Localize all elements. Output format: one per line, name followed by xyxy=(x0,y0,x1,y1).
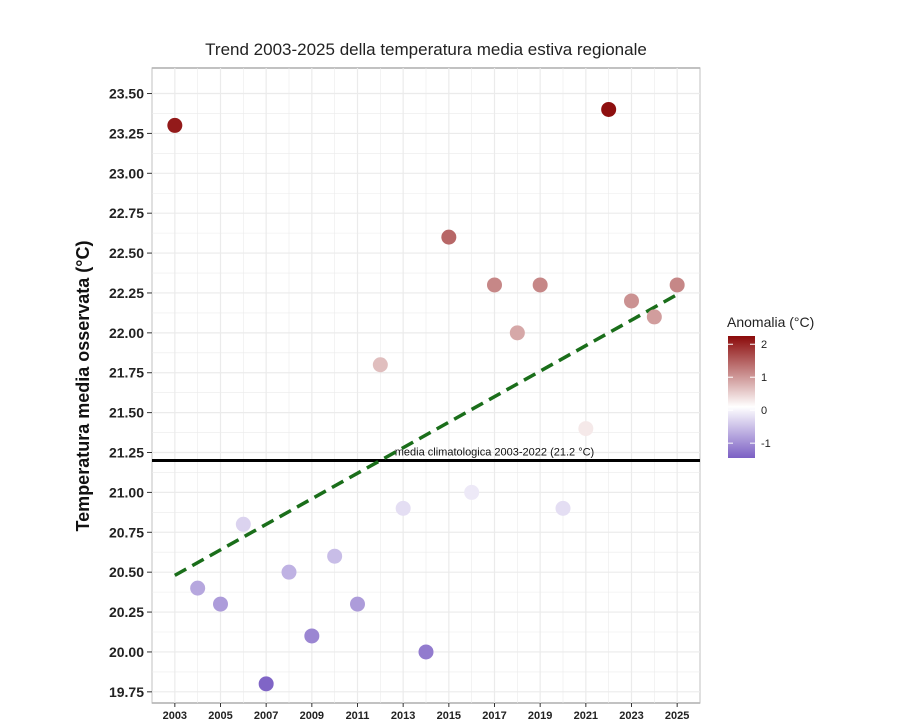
data-point xyxy=(190,580,206,596)
data-point xyxy=(372,357,388,373)
legend-title: Anomalia (°C) xyxy=(727,314,814,330)
data-point xyxy=(213,596,228,612)
y-tick-label: 19.75 xyxy=(109,684,144,700)
y-tick-label: 21.00 xyxy=(109,484,144,500)
data-point xyxy=(532,277,548,293)
y-tick-label: 20.75 xyxy=(109,524,144,540)
y-tick-label: 23.00 xyxy=(109,165,144,181)
y-tick-label: 23.25 xyxy=(109,125,144,141)
x-tick-label: 2017 xyxy=(482,710,506,722)
x-tick-label: 2005 xyxy=(208,710,232,722)
data-point xyxy=(624,293,639,309)
y-tick-label: 20.50 xyxy=(109,564,144,580)
x-tick-label: 2009 xyxy=(300,710,324,722)
y-tick-label: 21.75 xyxy=(109,365,144,381)
x-tick-label: 2023 xyxy=(619,710,643,722)
data-point xyxy=(509,325,525,341)
legend-tick-label: 1 xyxy=(761,372,767,384)
data-point xyxy=(578,421,594,437)
x-tick-label: 2019 xyxy=(528,710,552,722)
chart-title: Trend 2003-2025 della temperatura media … xyxy=(205,40,647,59)
y-tick-label: 22.25 xyxy=(109,285,144,301)
data-point xyxy=(281,564,297,580)
x-tick-label: 2007 xyxy=(254,710,278,722)
data-point xyxy=(464,484,480,500)
x-tick-label: 2013 xyxy=(391,710,415,722)
x-tick-label: 2021 xyxy=(574,710,598,722)
y-tick-label: 22.00 xyxy=(109,325,144,341)
data-point xyxy=(487,277,502,293)
x-tick-label: 2011 xyxy=(346,710,370,722)
data-point xyxy=(669,277,685,293)
x-axis-ticks: 2003 2005 2007 2009 2011 2013 2015 2017 2019 2021… xyxy=(163,703,689,722)
data-point xyxy=(395,500,411,516)
y-tick-label: 21.50 xyxy=(109,405,144,421)
data-point xyxy=(258,676,274,692)
y-tick-label: 20.00 xyxy=(109,644,144,660)
grid xyxy=(151,68,701,703)
y-axis-label: Temperatura media osservata (°C) xyxy=(73,241,93,532)
legend-ticks: 2 1 0 -1 xyxy=(728,339,771,450)
trend-line xyxy=(173,293,679,577)
legend-tick-label: 2 xyxy=(761,339,767,351)
data-point xyxy=(601,101,617,117)
data-point xyxy=(646,309,662,325)
x-tick-label: 2003 xyxy=(163,710,187,722)
y-tick-label: 23.50 xyxy=(109,86,144,102)
legend-tick-label: 0 xyxy=(761,405,767,417)
legend-colorbar xyxy=(728,336,755,458)
data-point xyxy=(327,548,343,564)
data-point xyxy=(350,596,365,612)
y-tick-label: 20.25 xyxy=(109,604,144,620)
data-point xyxy=(304,628,320,644)
climatology-label: media climatologica 2003-2022 (21.2 °C) xyxy=(395,446,594,458)
data-point xyxy=(418,644,434,660)
y-tick-label: 22.50 xyxy=(109,245,144,261)
y-tick-label: 21.25 xyxy=(109,445,144,461)
x-tick-label: 2025 xyxy=(665,710,689,722)
legend: Anomalia (°C) 2 1 0 -1 xyxy=(727,314,814,458)
y-tick-label: 22.75 xyxy=(109,205,144,221)
legend-tick-label: -1 xyxy=(761,438,771,450)
data-point xyxy=(441,229,457,245)
data-point xyxy=(235,516,251,532)
x-tick-label: 2015 xyxy=(437,710,461,722)
y-axis-ticks: 19.75 20.00 20.25 20.50 20.75 21.00 21.25 21.50… xyxy=(109,86,152,700)
data-point xyxy=(167,117,183,133)
data-points xyxy=(167,101,685,692)
data-point xyxy=(555,500,571,516)
